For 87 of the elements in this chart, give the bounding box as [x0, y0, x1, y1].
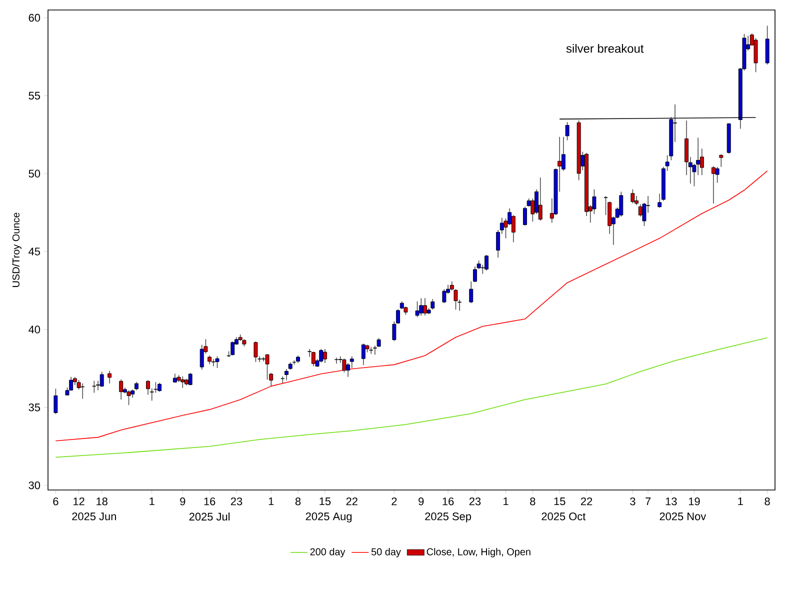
candlestick	[350, 356, 354, 368]
y-tick-label: 40	[28, 326, 40, 334]
candlestick	[565, 122, 570, 141]
candlestick	[180, 376, 185, 388]
candlestick	[80, 382, 85, 400]
x-tick-label: 16	[442, 498, 454, 506]
x-tick-label: 15	[320, 498, 331, 506]
x-tick-label: 16	[204, 498, 216, 506]
x-tick-label: 9	[418, 498, 424, 506]
line-series	[55, 337, 768, 458]
candlestick	[230, 341, 235, 356]
candlestick	[92, 380, 96, 394]
line-series	[55, 170, 768, 442]
x-tick-label: 22	[580, 498, 592, 506]
candlestick	[422, 298, 427, 316]
text: 2025 Oct	[542, 512, 586, 520]
candlestick	[215, 356, 220, 368]
y-tick-label: 60	[28, 14, 40, 22]
candlestick	[442, 288, 446, 304]
y-tick-label: 55	[28, 92, 40, 100]
candlestick	[415, 301, 420, 318]
y-tick-label: 30	[28, 481, 40, 490]
candlestick	[334, 357, 338, 364]
candlestick	[69, 376, 74, 392]
candlestick	[100, 371, 104, 388]
candlestick	[188, 372, 192, 386]
candlestick	[158, 382, 162, 392]
x-tick-label: 7	[646, 498, 651, 506]
text: 2025 Nov	[660, 512, 706, 520]
annotation: silver breakout	[566, 44, 644, 53]
legend-label: 50 day	[371, 548, 401, 558]
x-tick-label: 8	[295, 498, 301, 506]
x-tick-label: 1	[738, 498, 743, 506]
x-tick-label: 22	[346, 498, 358, 506]
x-tick-label: 19	[688, 498, 700, 506]
x-tick-label: 1	[504, 498, 508, 506]
candlestick	[711, 166, 716, 204]
x-tick-label: 1	[268, 498, 274, 506]
candlestick	[638, 204, 642, 218]
candlestick	[54, 388, 58, 414]
candlestick	[172, 373, 177, 384]
candlestick	[265, 354, 270, 380]
y-axis-title: USD/Troy Ounce	[12, 212, 22, 287]
x-tick-label: 8	[764, 498, 770, 506]
x-tick-label: 6	[53, 498, 58, 506]
y-tick-label: 50	[28, 170, 40, 178]
candlestick	[719, 154, 724, 168]
x-tick-label: 1	[150, 498, 154, 506]
text: 2025 Jun	[72, 512, 116, 520]
candlestick	[119, 379, 124, 400]
x-tick-label: 8	[530, 498, 536, 506]
candlestick	[419, 298, 424, 316]
candlestick	[630, 188, 635, 204]
legend-label: 200 day	[310, 548, 346, 558]
x-tick-label: 3	[630, 498, 636, 506]
candlestick	[284, 368, 288, 381]
candlestick	[538, 177, 542, 222]
candlestick	[322, 348, 327, 364]
candlestick	[319, 348, 324, 363]
candlestick	[369, 346, 374, 354]
text: 2025 Jul	[189, 512, 230, 521]
candlestick	[484, 254, 488, 271]
candlestick	[126, 390, 131, 406]
candlestick	[361, 343, 366, 366]
legend-label: Close, Low, High, Open	[426, 548, 530, 558]
candlestick	[254, 341, 258, 362]
candlestick	[342, 358, 346, 373]
x-tick-label: 13	[666, 498, 677, 506]
x-tick-label: 15	[554, 498, 566, 506]
x-tick-label: 23	[469, 498, 481, 506]
text: 2025 Aug	[306, 512, 352, 522]
x-tick-label: 2	[392, 498, 397, 506]
y-tick-label: 35	[28, 404, 40, 412]
x-tick-label: 23	[230, 498, 242, 506]
candlestick	[619, 191, 624, 218]
x-tick-label: 9	[180, 498, 186, 506]
candlestick	[523, 206, 527, 226]
candlestick	[108, 370, 112, 384]
x-tick-label: 12	[74, 498, 84, 506]
text: 2025 Sep	[425, 512, 472, 522]
candlestick	[430, 298, 435, 310]
candlestick	[311, 351, 316, 367]
y-tick-label: 45	[28, 248, 40, 256]
candlestick	[765, 25, 770, 65]
candlestick	[211, 358, 216, 367]
candlestick	[754, 38, 758, 73]
x-tick-label: 18	[96, 498, 108, 506]
